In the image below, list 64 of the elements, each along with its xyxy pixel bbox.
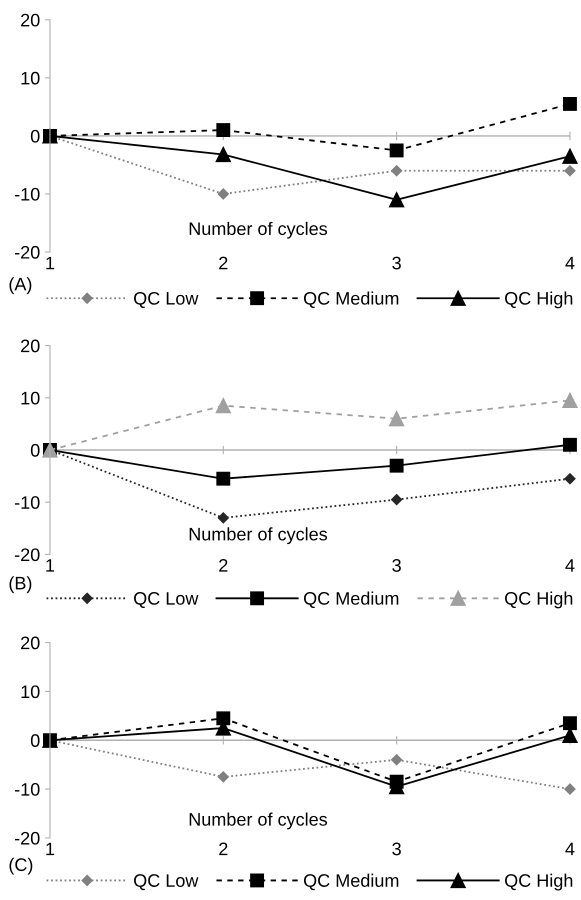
y-tick-label: -20 (14, 548, 40, 562)
point (218, 512, 229, 524)
y-tick-label: 10 (22, 392, 40, 405)
x-tick-label: 2 (219, 842, 228, 856)
point (216, 123, 230, 138)
point (563, 438, 577, 452)
x-axis-title: Number of cycles (190, 812, 328, 830)
point (216, 472, 230, 486)
y-tick-label: 0 (30, 130, 40, 143)
point (563, 97, 577, 111)
y-tick-label: 20 (21, 14, 40, 27)
legend-label: QC High (505, 592, 572, 608)
x-tick-label: 1 (46, 256, 54, 270)
text: (B) (9, 576, 32, 594)
point (391, 165, 402, 176)
y-tick-label: 20 (21, 340, 40, 352)
y-tick-label: -10 (14, 496, 40, 509)
point (218, 188, 229, 200)
y-tick-label: 10 (22, 685, 40, 698)
y-tick-label: 0 (30, 734, 40, 747)
legend-label: QC Low (134, 874, 198, 890)
legend-label: QC Low (134, 592, 198, 608)
y-tick-label: -10 (14, 783, 40, 796)
point (391, 494, 402, 506)
point (388, 411, 404, 426)
y-tick-label: -20 (14, 246, 40, 259)
text: (A) (9, 277, 32, 294)
x-tick-label: 1 (46, 559, 54, 572)
x-tick-label: 3 (392, 559, 401, 572)
legend-label: QC Medium (304, 592, 398, 608)
legend-label: QC Medium (304, 874, 398, 890)
point (562, 392, 578, 408)
x-tick-label: 1 (46, 842, 54, 856)
x-tick-label: 4 (565, 842, 574, 856)
point (218, 771, 229, 782)
point (216, 146, 231, 162)
legend-label: QC Medium (304, 291, 398, 308)
x-axis-title: Number of cycles (190, 527, 328, 544)
point (562, 148, 578, 164)
x-tick-label: 3 (392, 256, 401, 270)
point (564, 473, 576, 484)
point (216, 398, 231, 414)
legend-label: QC High (505, 874, 572, 891)
point (390, 458, 404, 473)
x-tick-label: 4 (565, 559, 574, 572)
y-tick-label: 10 (22, 72, 40, 85)
point (563, 716, 577, 730)
x-tick-label: 4 (565, 256, 574, 270)
y-tick-label: -20 (14, 832, 40, 845)
point (564, 165, 576, 176)
x-tick-label: 2 (219, 559, 228, 572)
point (390, 143, 404, 158)
legend-label: QC High (505, 291, 572, 308)
y-tick-label: -10 (14, 188, 40, 201)
x-axis-title: Number of cycles (190, 222, 328, 239)
x-tick-label: 3 (392, 842, 401, 856)
x-tick-label: 2 (219, 256, 228, 270)
text: (C) (9, 858, 32, 875)
point (564, 783, 576, 795)
y-tick-label: 0 (30, 444, 40, 457)
y-tick-label: 20 (21, 636, 40, 650)
legend-label: QC Low (134, 292, 198, 308)
point (388, 192, 404, 208)
point (391, 754, 402, 766)
